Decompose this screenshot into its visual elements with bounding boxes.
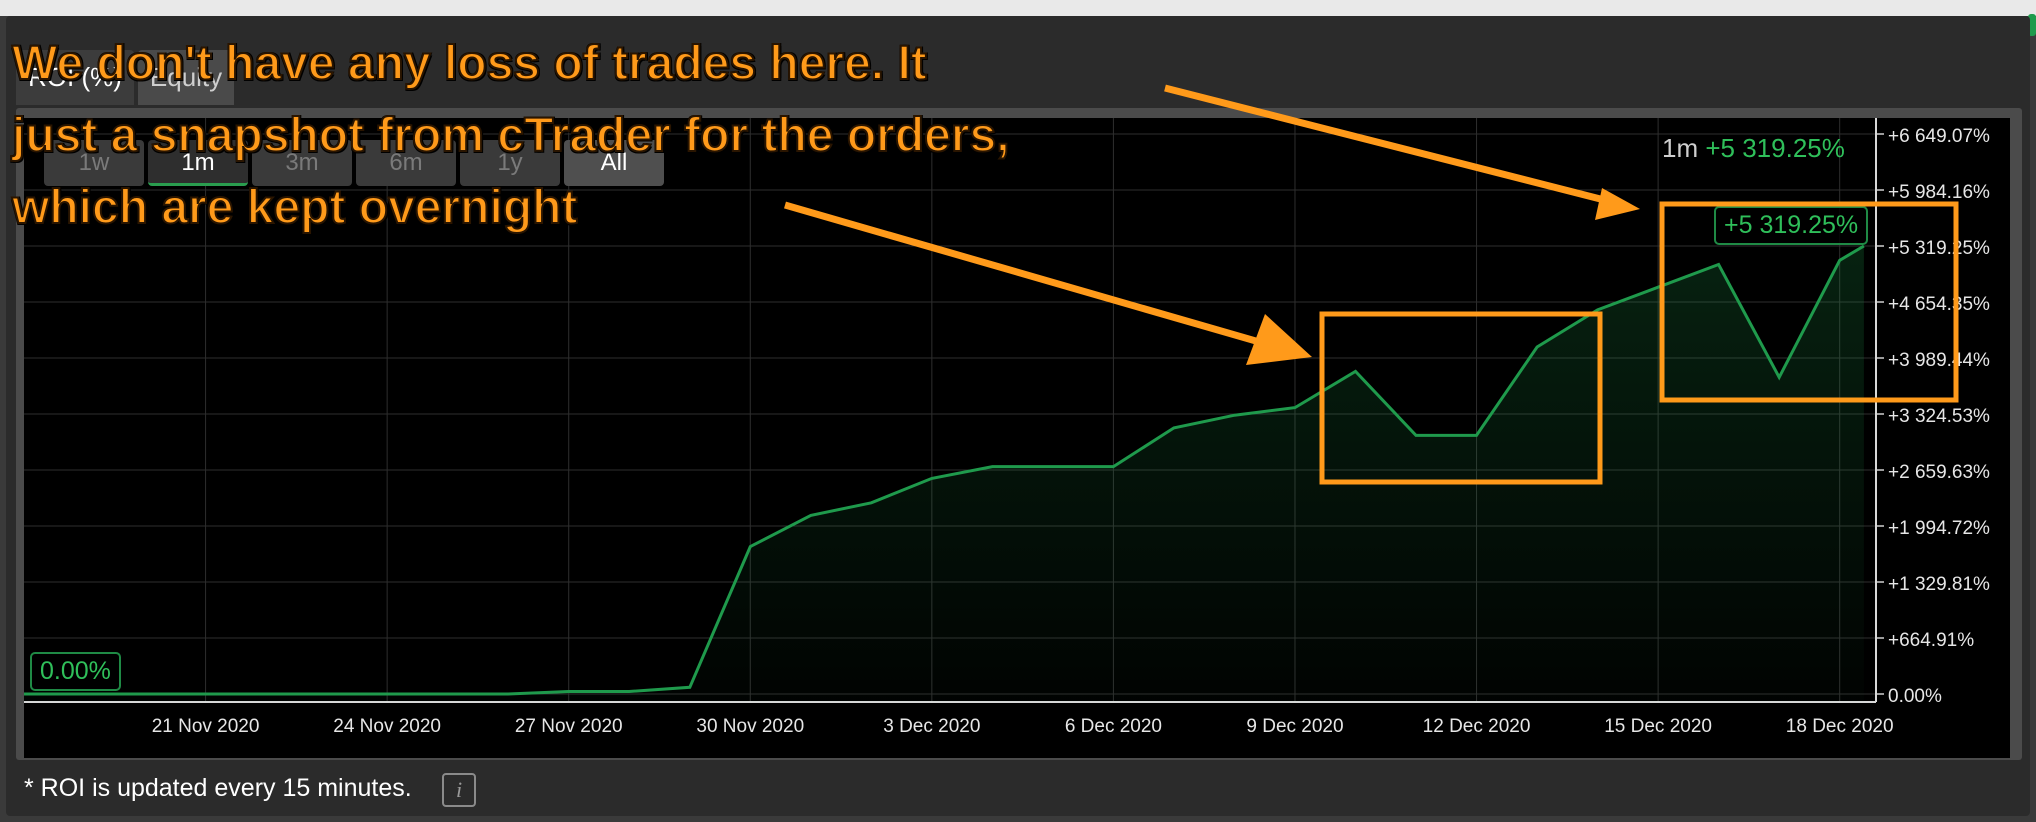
end-value-badge: +5 319.25%: [1714, 206, 1869, 245]
window-top-strip: [0, 0, 2036, 16]
y-tick-label: +3 324.53%: [1888, 406, 1990, 427]
annotation-arrow-shaft-1: [1164, 84, 1621, 208]
y-tick-label: +4 654.35%: [1888, 294, 1990, 315]
start-value-badge: 0.00%: [30, 652, 121, 691]
roi-chart: 0.00% +664.91% +1 329.81% +1 994.72% +2 659.…: [24, 118, 1990, 737]
highlight-box-dec-10-12: [1319, 311, 1603, 485]
y-tick-label: +1 329.81%: [1888, 574, 1990, 595]
range-button-1w[interactable]: 1w: [44, 140, 144, 186]
period-readout: 1m +5 319.25%: [1662, 133, 1845, 164]
x-tick-label: 18 Dec 2020: [1786, 716, 1894, 737]
x-tick-label: 24 Nov 2020: [333, 716, 441, 737]
annotation-line-2: just a snapshot from cTrader for the ord…: [11, 108, 1011, 163]
roi-area-fill: [24, 246, 1864, 702]
range-button-all[interactable]: All: [564, 140, 664, 186]
range-button-6m[interactable]: 6m: [356, 140, 456, 186]
range-button-1y[interactable]: 1y: [460, 140, 560, 186]
annotation-arrowhead-2: [1246, 314, 1312, 365]
x-tick-label: 30 Nov 2020: [696, 716, 804, 737]
y-tick-label: +1 994.72%: [1888, 518, 1990, 539]
range-button-1m[interactable]: 1m: [148, 140, 248, 186]
x-tick-label: 15 Dec 2020: [1604, 716, 1712, 737]
edge-indicator: [2028, 14, 2036, 36]
chart-tabs: ROI (%) Equity: [16, 50, 235, 105]
roi-update-note: * ROI is updated every 15 minutes.: [24, 774, 412, 802]
highlight-box-dec-15-18: [1659, 201, 1959, 403]
tab-equity[interactable]: Equity: [137, 50, 235, 105]
time-range-selector: 1w 1m 3m 6m 1y All: [44, 140, 664, 186]
annotation-arrowhead-1: [1595, 188, 1640, 220]
x-tick-label: 3 Dec 2020: [883, 716, 980, 737]
x-tick-label: 21 Nov 2020: [152, 716, 260, 737]
period-label: 1m: [1662, 133, 1699, 163]
period-value: +5 319.25%: [1705, 133, 1845, 163]
info-icon[interactable]: i: [442, 773, 476, 807]
annotation-line-3: which are kept overnight: [11, 180, 578, 235]
y-tick-label: +5 984.16%: [1888, 182, 1990, 203]
x-tick-label: 6 Dec 2020: [1065, 716, 1162, 737]
range-button-3m[interactable]: 3m: [252, 140, 352, 186]
y-tick-label: 0.00%: [1888, 686, 1942, 707]
tab-roi[interactable]: ROI (%): [16, 50, 134, 105]
y-tick-label: +5 319.25%: [1888, 238, 1990, 259]
y-tick-label: +2 659.63%: [1888, 462, 1990, 483]
y-tick-label: +664.91%: [1888, 630, 1974, 651]
x-tick-label: 12 Dec 2020: [1423, 716, 1531, 737]
x-tick-label: 27 Nov 2020: [515, 716, 623, 737]
annotation-line-1: We don't have any loss of trades here. I…: [11, 36, 928, 91]
y-tick-label: +6 649.07%: [1888, 126, 1990, 147]
x-tick-label: 9 Dec 2020: [1246, 716, 1343, 737]
roi-line: [24, 244, 1865, 696]
annotation-text: We don't have any loss of trades here. I…: [11, 28, 1212, 244]
annotation-arrow-shaft-2: [784, 201, 1281, 352]
y-tick-label: +3 989.44%: [1888, 350, 1990, 371]
